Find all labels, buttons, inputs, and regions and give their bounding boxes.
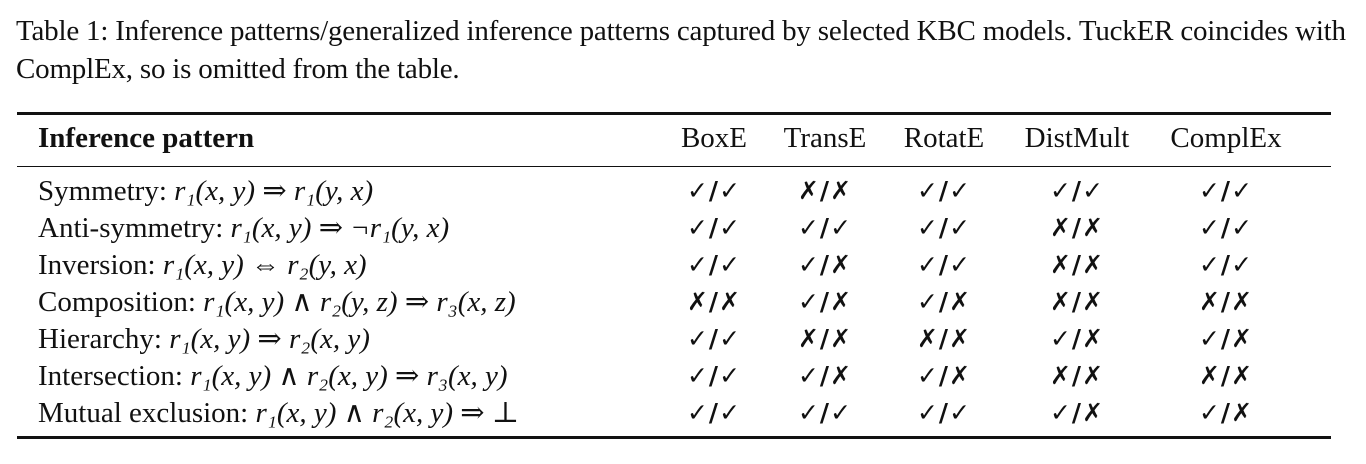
header-distmult: DistMult — [1024, 122, 1130, 154]
table-header-row: Inference pattern BoxE TransE RotatE Dis… — [0, 120, 1366, 156]
pattern-formula: r₁(x, y) ∧ r₂(x, y) ⇒ ⊥ — [255, 397, 520, 429]
pattern-formula: r₁(x, y) ∧ r₂(y, z) ⇒ r₃(x, z) — [203, 286, 516, 318]
transe-value: ✓/✗ — [797, 287, 853, 316]
distmult-value: ✓/✗ — [1049, 398, 1105, 427]
transe-value: ✓/✓ — [797, 213, 853, 242]
transe-value: ✓/✓ — [797, 398, 853, 427]
pattern-formula: r₁(x, y) ⇔ r₂(y, x) — [162, 249, 367, 281]
table-row: Composition: r₁(x, y) ∧ r₂(y, z) ⇒ r₃(x,… — [0, 284, 1366, 320]
rotate-value: ✗/✗ — [916, 324, 972, 353]
boxe-value: ✗/✗ — [686, 287, 742, 316]
header-boxe: BoxE — [680, 122, 748, 154]
pattern-name: Anti-symmetry: — [38, 212, 224, 244]
pattern-cell: Composition: r₁(x, y) ∧ r₂(y, z) ⇒ r₃(x,… — [38, 284, 516, 320]
pattern-name: Composition: — [38, 286, 196, 318]
pattern-cell: Hierarchy: r₁(x, y) ⇒ r₂(x, y) — [38, 321, 370, 357]
boxe-value: ✓/✓ — [686, 250, 742, 279]
pattern-name: Mutual exclusion: — [38, 397, 249, 429]
pattern-cell: Symmetry: r₁(x, y) ⇒ r₁(y, x) — [38, 173, 373, 209]
table-row: Mutual exclusion: r₁(x, y) ∧ r₂(x, y) ⇒ … — [0, 395, 1366, 431]
rotate-value: ✓/✓ — [916, 213, 972, 242]
pattern-formula: r₁(x, y) ∧ r₂(x, y) ⇒ r₃(x, y) — [190, 360, 508, 392]
boxe-value: ✓/✓ — [686, 398, 742, 427]
table-bottom-rule — [17, 436, 1331, 439]
boxe-value: ✓/✓ — [686, 176, 742, 205]
complex-value: ✓/✗ — [1198, 324, 1254, 353]
table-row: Intersection: r₁(x, y) ∧ r₂(x, y) ⇒ r₃(x… — [0, 358, 1366, 394]
distmult-value: ✓/✓ — [1049, 176, 1105, 205]
transe-value: ✗/✗ — [797, 176, 853, 205]
complex-value: ✓/✗ — [1198, 398, 1254, 427]
complex-value: ✓/✓ — [1198, 213, 1254, 242]
transe-value: ✗/✗ — [797, 324, 853, 353]
complex-value: ✓/✓ — [1198, 250, 1254, 279]
table-row: Symmetry: r₁(x, y) ⇒ r₁(y, x) ✓/✓ ✗/✗ ✓/… — [0, 173, 1366, 209]
pattern-name: Hierarchy: — [38, 323, 162, 355]
rotate-value: ✓/✗ — [916, 361, 972, 390]
rotate-value: ✓/✓ — [916, 250, 972, 279]
pattern-cell: Mutual exclusion: r₁(x, y) ∧ r₂(x, y) ⇒ … — [38, 395, 519, 431]
distmult-value: ✗/✗ — [1049, 361, 1105, 390]
complex-value: ✗/✗ — [1198, 287, 1254, 316]
table-header-rule — [17, 166, 1331, 168]
pattern-formula: r₁(x, y) ⇒ r₂(x, y) — [169, 323, 370, 355]
header-inference-pattern: Inference pattern — [38, 122, 255, 154]
complex-value: ✗/✗ — [1198, 361, 1254, 390]
transe-value: ✓/✗ — [797, 361, 853, 390]
boxe-value: ✓/✓ — [686, 213, 742, 242]
pattern-cell: Intersection: r₁(x, y) ∧ r₂(x, y) ⇒ r₃(x… — [38, 358, 508, 394]
header-complex: ComplEx — [1170, 122, 1282, 154]
table-row: Inversion: r₁(x, y) ⇔ r₂(y, x) ✓/✓ ✓/✗ ✓… — [0, 247, 1366, 283]
table-caption: Table 1: Inference patterns/generalized … — [16, 15, 1346, 85]
table-top-rule — [17, 112, 1331, 115]
distmult-value: ✗/✗ — [1049, 213, 1105, 242]
header-rotate: RotatE — [903, 122, 985, 154]
pattern-formula: r₁(x, y) ⇒ ¬r₁(y, x) — [230, 212, 450, 244]
header-transe: TransE — [783, 122, 867, 154]
pattern-name: Intersection: — [38, 360, 183, 392]
transe-value: ✓/✗ — [797, 250, 853, 279]
table-row: Hierarchy: r₁(x, y) ⇒ r₂(x, y) ✓/✓ ✗/✗ ✗… — [0, 321, 1366, 357]
complex-value: ✓/✓ — [1198, 176, 1254, 205]
table-row: Anti-symmetry: r₁(x, y) ⇒ ¬r₁(y, x) ✓/✓ … — [0, 210, 1366, 246]
boxe-value: ✓/✓ — [686, 324, 742, 353]
distmult-value: ✗/✗ — [1049, 287, 1105, 316]
rotate-value: ✓/✓ — [916, 398, 972, 427]
pattern-name: Symmetry: — [38, 175, 167, 207]
distmult-value: ✗/✗ — [1049, 250, 1105, 279]
rotate-value: ✓/✗ — [916, 287, 972, 316]
pattern-cell: Inversion: r₁(x, y) ⇔ r₂(y, x) — [38, 247, 367, 283]
boxe-value: ✓/✓ — [686, 361, 742, 390]
pattern-formula: r₁(x, y) ⇒ r₁(y, x) — [174, 175, 374, 207]
pattern-name: Inversion: — [38, 249, 156, 281]
distmult-value: ✓/✗ — [1049, 324, 1105, 353]
rotate-value: ✓/✓ — [916, 176, 972, 205]
pattern-cell: Anti-symmetry: r₁(x, y) ⇒ ¬r₁(y, x) — [38, 210, 449, 246]
